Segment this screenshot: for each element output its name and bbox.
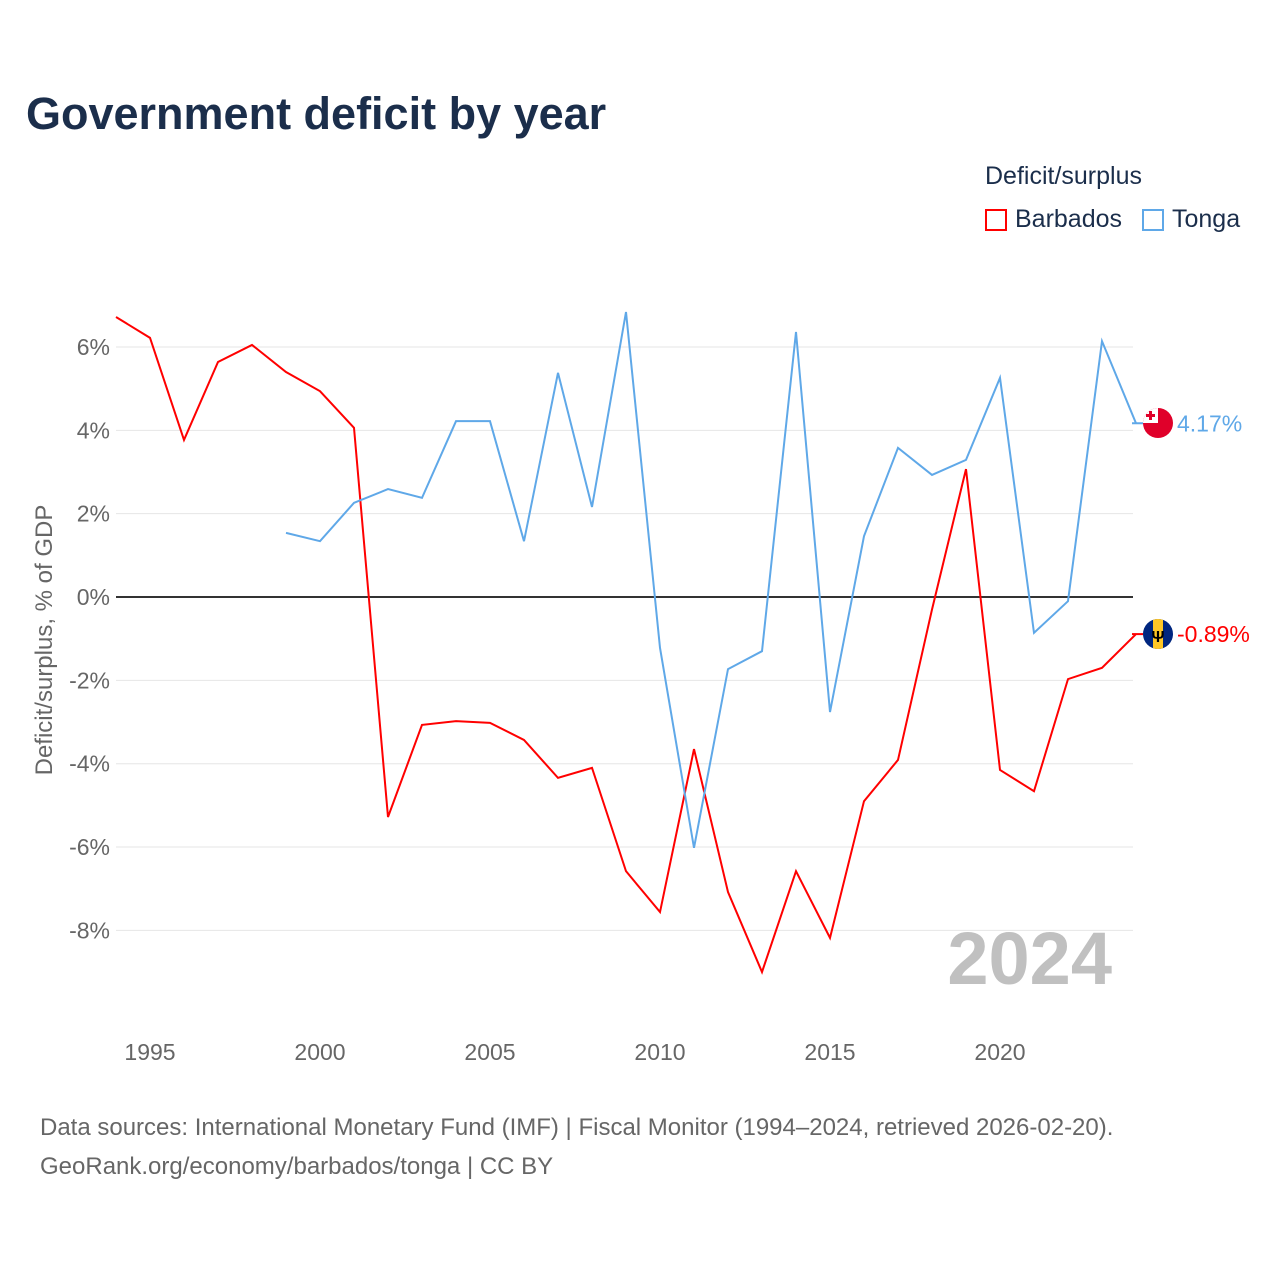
y-tick-label: 2% <box>77 501 110 527</box>
legend-title: Deficit/surplus <box>985 162 1142 190</box>
end-label-barbados: -0.89% <box>1177 621 1250 647</box>
legend-label-barbados: Barbados <box>1015 205 1123 233</box>
y-tick-label: -6% <box>69 834 110 860</box>
chart-title: Government deficit by year <box>26 88 607 139</box>
y-tick-label: 0% <box>77 584 110 610</box>
x-tick-label: 2015 <box>804 1039 855 1065</box>
x-tick-label: 1995 <box>124 1039 175 1065</box>
year-watermark: 2024 <box>947 917 1112 1000</box>
series-line-barbados <box>115 316 1137 975</box>
barbados-flag-icon: Ψ <box>1143 619 1173 649</box>
legend-swatch-tonga <box>1142 208 1164 231</box>
y-tick-label: -8% <box>69 917 110 943</box>
end-label-tonga: 4.17% <box>1177 410 1242 436</box>
tonga-flag-icon <box>1143 408 1173 438</box>
data-source-text: Data sources: International Monetary Fun… <box>40 1114 1114 1141</box>
series-line-tonga <box>285 311 1137 849</box>
y-tick-label: 6% <box>77 334 110 360</box>
legend-item-tonga[interactable]: Tonga <box>1142 205 1240 234</box>
legend-label-tonga: Tonga <box>1172 205 1241 233</box>
footer: Data sources: International Monetary Fun… <box>40 1108 1113 1186</box>
source-link[interactable]: GeoRank.org/economy/barbados/tonga | CC … <box>40 1153 554 1180</box>
y-axis-label: Deficit/surplus, % of GDP <box>31 505 58 776</box>
x-tick-label: 2020 <box>974 1039 1025 1065</box>
x-tick-label: 2005 <box>464 1039 515 1065</box>
legend-item-barbados[interactable]: Barbados <box>985 205 1122 234</box>
y-tick-label: 4% <box>77 417 110 443</box>
y-tick-label: -2% <box>69 667 110 693</box>
x-tick-label: 2010 <box>634 1039 685 1065</box>
x-tick-label: 2000 <box>294 1039 345 1065</box>
svg-text:Ψ: Ψ <box>1152 629 1165 646</box>
y-tick-label: -4% <box>69 751 110 777</box>
legend-swatch-barbados <box>985 208 1007 231</box>
